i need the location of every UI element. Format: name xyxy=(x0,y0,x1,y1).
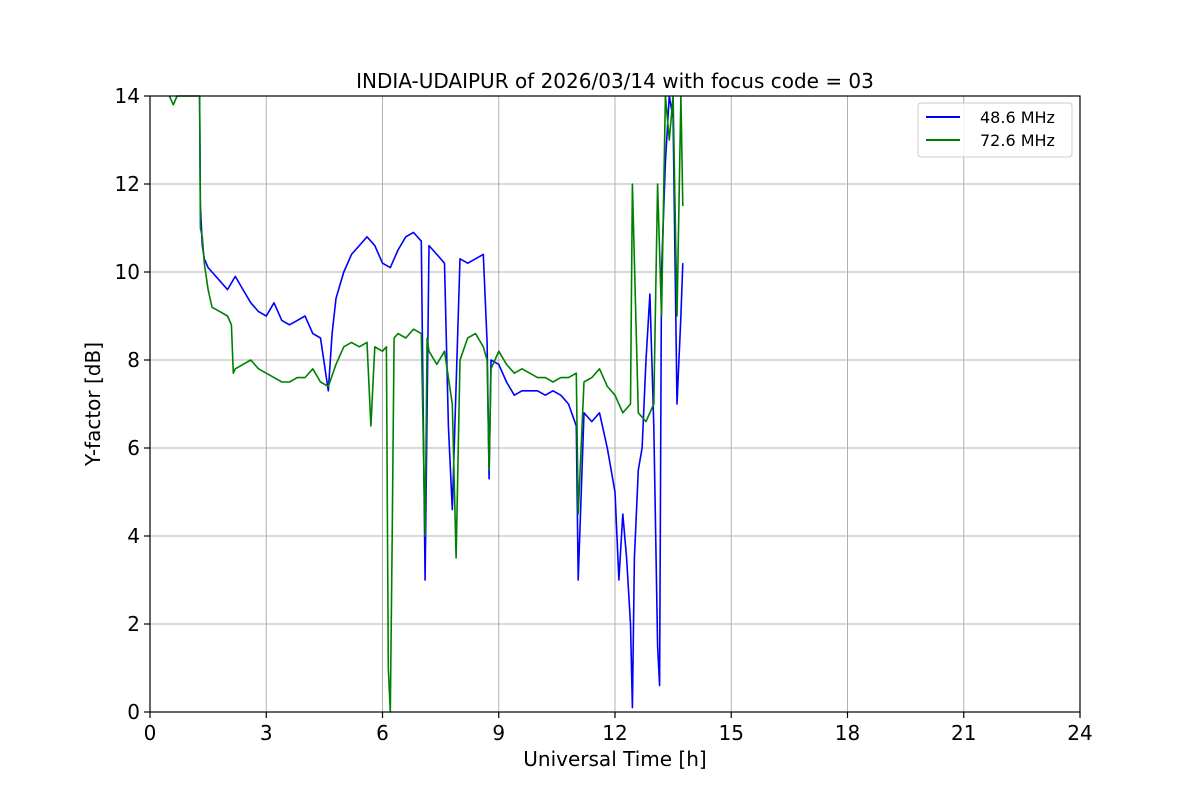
x-tick-label: 12 xyxy=(602,721,627,745)
x-axis-ticks: 0 3 6 9 12 15 18 21 24 xyxy=(144,712,1093,745)
x-tick-label: 9 xyxy=(492,721,505,745)
x-tick-label: 3 xyxy=(260,721,273,745)
y-tick-label: 8 xyxy=(127,348,140,372)
legend: 48.6 MHz 72.6 MHz xyxy=(917,102,1073,158)
x-tick-label: 24 xyxy=(1067,721,1092,745)
y-tick-label: 0 xyxy=(127,700,140,724)
x-tick-label: 0 xyxy=(144,721,157,745)
x-tick-label: 21 xyxy=(951,721,976,745)
series-line-48-6-mhz xyxy=(198,95,684,709)
x-tick-label: 6 xyxy=(376,721,389,745)
chart-title: INDIA-UDAIPUR of 2026/03/14 with focus c… xyxy=(356,69,874,93)
grid xyxy=(149,95,1081,713)
y-tick-label: 4 xyxy=(127,524,140,548)
y-tick-label: 10 xyxy=(115,260,140,284)
y-axis-ticks: 0 2 4 6 8 10 12 14 xyxy=(115,84,150,724)
y-tick-label: 14 xyxy=(115,84,140,108)
x-tick-label: 18 xyxy=(835,721,860,745)
y-tick-label: 12 xyxy=(115,172,140,196)
legend-label-48-6: 48.6 MHz xyxy=(980,108,1055,127)
x-axis-label: Universal Time [h] xyxy=(523,747,706,771)
series-line-72-6-mhz xyxy=(168,95,684,713)
x-tick-label: 15 xyxy=(719,721,744,745)
y-tick-label: 2 xyxy=(127,612,140,636)
y-axis-label: Y-factor [dB] xyxy=(81,342,105,467)
y-tick-label: 6 xyxy=(127,436,140,460)
legend-label-72-6: 72.6 MHz xyxy=(980,131,1055,150)
series-group xyxy=(168,95,684,713)
